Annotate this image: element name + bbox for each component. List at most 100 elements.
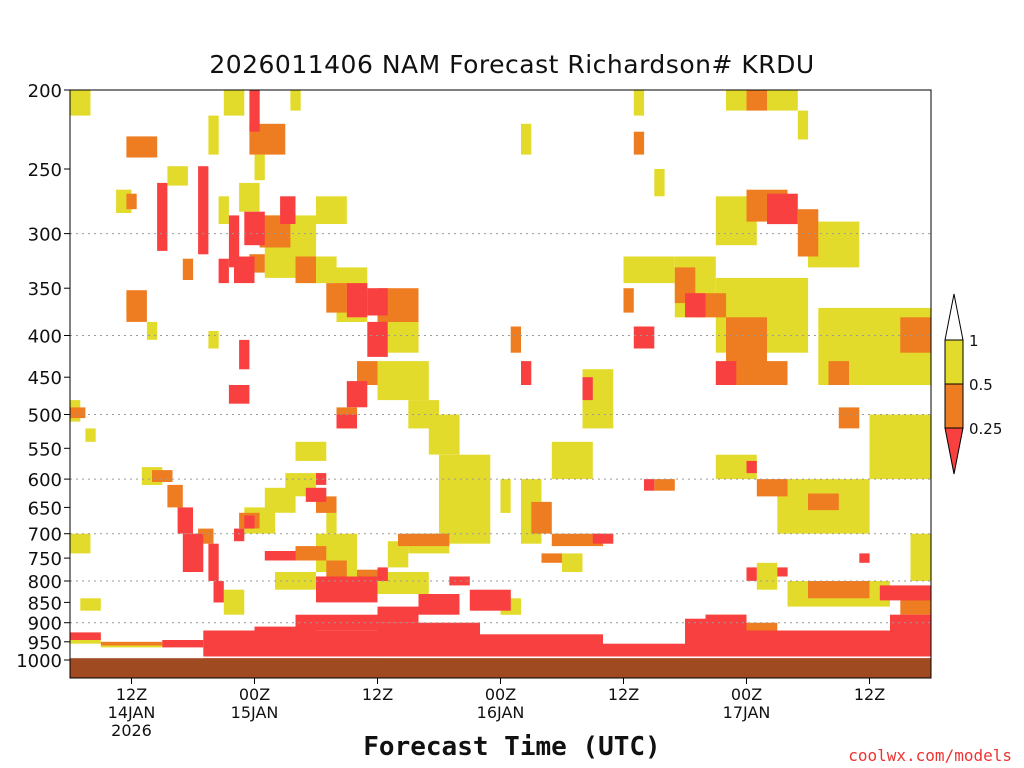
heatmap-cell-red [203, 630, 378, 659]
heatmap-cell-orange [357, 361, 378, 385]
heatmap-cell-yellow [562, 553, 583, 572]
heatmap-cell-yellow [500, 479, 511, 513]
legend-swatch-yellow [944, 339, 964, 385]
heatmap-cell-red [264, 551, 296, 561]
heatmap-cell-red [157, 182, 168, 251]
heatmap-cell-red [521, 361, 532, 385]
heatmap-cell-red [208, 543, 219, 581]
heatmap-cell-red [449, 576, 470, 586]
heatmap-cell-yellow [70, 640, 101, 644]
y-tick-label: 950 [28, 633, 62, 654]
heatmap-cell-orange [167, 484, 183, 508]
heatmap-cell-yellow [100, 644, 163, 648]
heatmap-cell-yellow [316, 196, 347, 224]
heatmap-cell-yellow [70, 90, 91, 116]
heatmap-cell-orange [100, 641, 163, 646]
heatmap-cell-yellow [644, 256, 675, 284]
heatmap-cell-red [234, 528, 245, 542]
heatmap-cell-red [182, 533, 204, 572]
color-legend: 1 0.5 0.25 [944, 293, 1002, 475]
heatmap-cell-orange [746, 90, 767, 111]
heatmap-cell-orange [808, 581, 870, 599]
heatmap-cell-red [685, 630, 931, 659]
y-tick-label: 750 [28, 549, 62, 570]
heatmap-cell-red [346, 381, 368, 408]
heatmap-cell-orange [541, 553, 562, 563]
heatmap-cell-yellow [869, 414, 931, 480]
legend-swatch-white [944, 293, 964, 341]
heatmap-cell-red [377, 567, 388, 581]
heatmap-cell-red [316, 576, 378, 603]
heatmap-cell-red [316, 473, 327, 485]
x-tick-label: 15JAN [231, 703, 279, 722]
heatmap-cell-yellow [633, 90, 645, 116]
heatmap-cell-orange [828, 361, 849, 385]
y-tick-label: 450 [28, 368, 62, 389]
heatmap-cell-yellow [239, 182, 260, 212]
heatmap-cell-red [346, 283, 368, 318]
heatmap-cell-orange [126, 290, 147, 322]
heatmap-cell-red [70, 632, 101, 640]
ground-layer [70, 656, 931, 678]
heatmap-cell-yellow [223, 589, 245, 615]
heatmap-cell-yellow [387, 321, 419, 353]
x-tick-label: 2026 [111, 721, 152, 740]
heatmap-cell-red [218, 258, 229, 284]
x-tick-label: 14JAN [108, 703, 156, 722]
heatmap-cell-yellow [208, 115, 219, 155]
heatmap-cell-red [234, 256, 255, 284]
heatmap-cell-red [644, 479, 655, 491]
heatmap-cell-red [377, 622, 480, 659]
heatmap-cell-yellow [295, 441, 327, 461]
heatmap-cell-orange [126, 136, 158, 158]
x-tick-label: 12Z [362, 685, 393, 704]
heatmap-cell-red [213, 581, 224, 603]
y-tick-label: 900 [28, 614, 62, 635]
heatmap-cell-yellow [428, 414, 460, 455]
heatmap-cell-yellow [275, 572, 316, 590]
heatmap-cell-red [777, 567, 788, 577]
heatmap-cell-yellow [756, 562, 778, 590]
y-tick-label: 850 [28, 593, 62, 614]
heatmap-cell-orange [623, 288, 634, 313]
heatmap-cell-orange [736, 622, 778, 633]
heatmap-cell-red [305, 487, 327, 502]
heatmap-cell-orange [126, 193, 137, 210]
legend-label: 1 [969, 332, 979, 350]
heatmap-cell-yellow [223, 90, 245, 116]
legend-label: 0.25 [969, 420, 1002, 438]
heatmap-cell-red [490, 594, 501, 603]
heatmap-cell-yellow [218, 196, 229, 224]
heatmap-cell-orange [182, 258, 194, 280]
heatmap-cell-yellow [726, 90, 747, 111]
heatmap-cell-red [715, 361, 737, 385]
heatmap-cell-orange [295, 546, 327, 561]
heatmap-cell-red [295, 614, 378, 631]
x-tick-label: 12Z [116, 685, 147, 704]
y-tick-label: 700 [28, 525, 62, 546]
x-tick-label: 12Z [608, 685, 639, 704]
heatmap-cell-yellow [70, 533, 91, 554]
heatmap-cell-red [418, 594, 460, 615]
heatmap-cell-yellow [551, 441, 593, 480]
heatmap-cell-yellow [910, 533, 931, 581]
credit-text: coolwx.com/models [848, 746, 1012, 765]
heatmap-cell-yellow [439, 454, 491, 544]
heatmap-cell-red [280, 196, 296, 224]
heatmap-cell-orange [551, 533, 604, 547]
legend-swatch-orange [944, 383, 964, 429]
heatmap-cell-red [879, 585, 932, 601]
heatmap-cell-red [228, 215, 240, 268]
heatmap-cell-orange [510, 326, 521, 353]
heatmap-cell-yellow [146, 321, 158, 340]
heatmap-cell-red [249, 90, 260, 132]
y-tick-label: 650 [28, 498, 62, 519]
y-tick-label: 200 [28, 81, 62, 102]
heatmap-cell-yellow [797, 110, 809, 140]
heatmap-cell-orange [838, 407, 860, 429]
y-axis: 200 250 300 350 400 450 500 550 600 650 700 7508008… [16, 81, 70, 672]
heatmap-cell-red [480, 634, 603, 659]
heatmap-cell-orange [326, 560, 347, 577]
heatmap-cell-red [746, 567, 757, 581]
heatmap-cell-orange [808, 493, 839, 511]
